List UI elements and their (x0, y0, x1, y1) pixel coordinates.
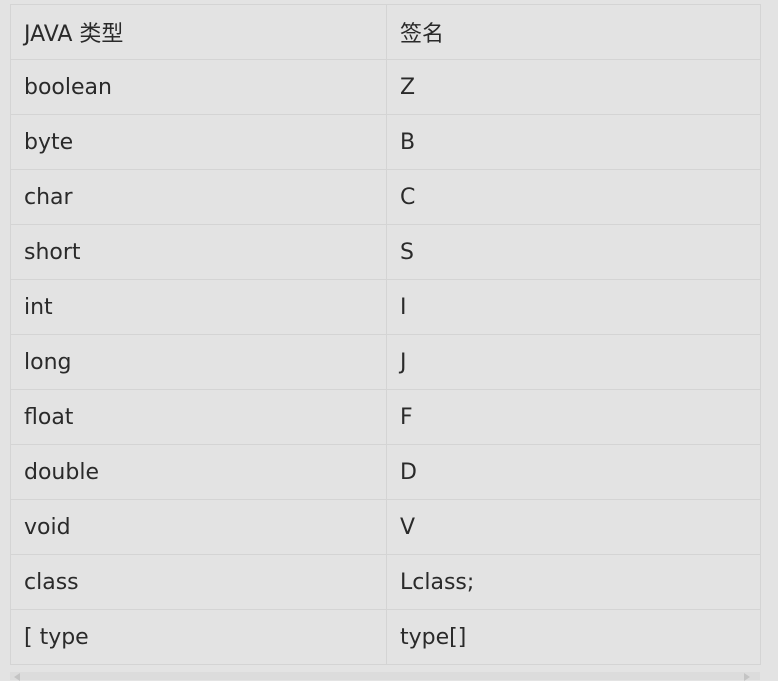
java-type-cell: long (10, 334, 387, 390)
type-signature-table: JAVA 类型 签名 boolean Z byte B char C short… (10, 4, 761, 665)
signature-cell: type[] (386, 609, 761, 665)
signature-cell: C (386, 169, 761, 225)
java-type-cell: boolean (10, 59, 387, 115)
horizontal-scrollbar[interactable] (10, 672, 760, 680)
java-type-cell: byte (10, 114, 387, 170)
table-row: class Lclass; (10, 554, 761, 610)
header-java-type: JAVA 类型 (10, 4, 387, 60)
java-type-cell: void (10, 499, 387, 555)
java-type-cell: double (10, 444, 387, 500)
signature-cell: I (386, 279, 761, 335)
signature-cell: Z (386, 59, 761, 115)
signature-cell: F (386, 389, 761, 445)
table-row: void V (10, 499, 761, 555)
type-signature-table-container: JAVA 类型 签名 boolean Z byte B char C short… (10, 4, 761, 665)
java-type-cell: float (10, 389, 387, 445)
table-row: char C (10, 169, 761, 225)
table-row: long J (10, 334, 761, 390)
table-row: int I (10, 279, 761, 335)
signature-cell: Lclass; (386, 554, 761, 610)
table-header-row: JAVA 类型 签名 (10, 4, 761, 60)
signature-cell: J (386, 334, 761, 390)
signature-cell: B (386, 114, 761, 170)
table-row: double D (10, 444, 761, 500)
chevron-right-icon[interactable] (744, 673, 750, 681)
signature-cell: V (386, 499, 761, 555)
java-type-cell: char (10, 169, 387, 225)
java-type-cell: class (10, 554, 387, 610)
table-row: short S (10, 224, 761, 280)
table-row: float F (10, 389, 761, 445)
header-signature: 签名 (386, 4, 761, 60)
signature-cell: S (386, 224, 761, 280)
table-row: [ type type[] (10, 609, 761, 665)
table-row: boolean Z (10, 59, 761, 115)
java-type-cell: short (10, 224, 387, 280)
java-type-cell: int (10, 279, 387, 335)
java-type-cell: [ type (10, 609, 387, 665)
signature-cell: D (386, 444, 761, 500)
table-row: byte B (10, 114, 761, 170)
chevron-left-icon[interactable] (14, 673, 20, 681)
